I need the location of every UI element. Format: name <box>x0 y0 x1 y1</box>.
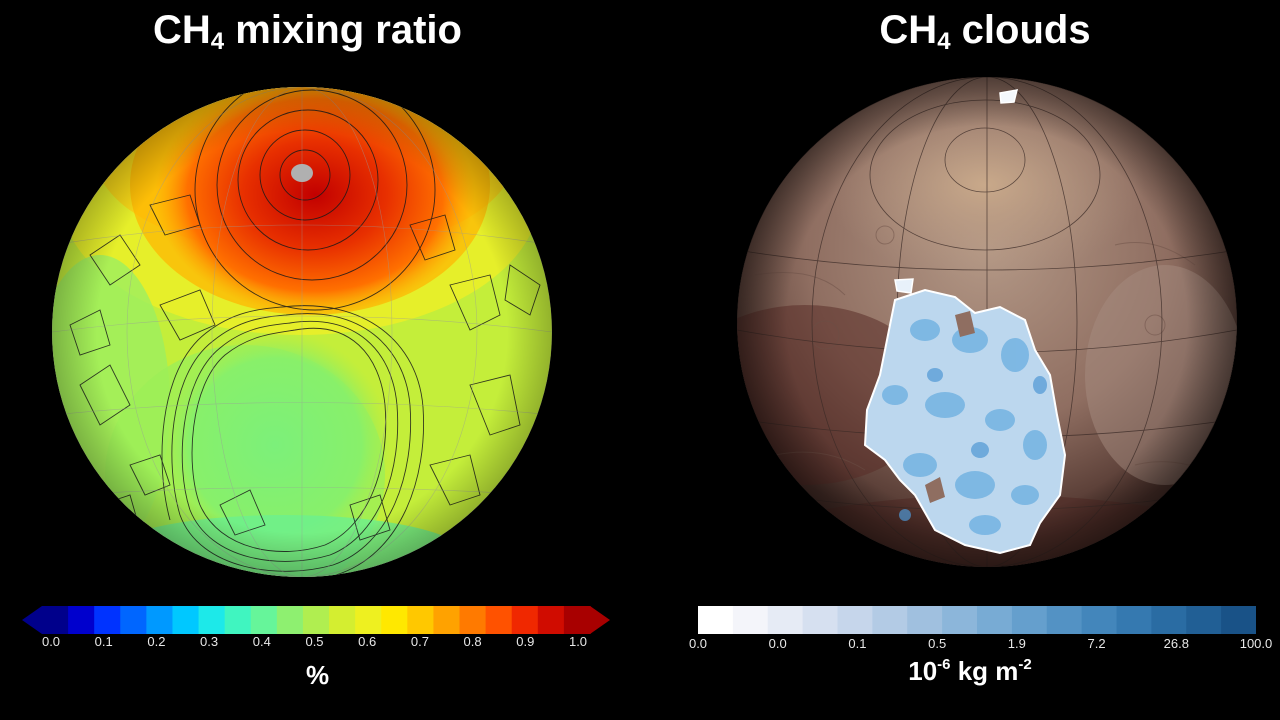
colorbar-tick-label: 0.4 <box>252 634 271 649</box>
colorbar-overflow-triangle <box>590 606 610 634</box>
colorbar-color-segment <box>1151 606 1187 634</box>
right-panel-title: CH4 clouds <box>879 8 1091 55</box>
colorbar-tick-label: 1.0 <box>568 634 588 649</box>
colorbar-color-segment <box>511 606 539 634</box>
colorbar-tick-label: 7.2 <box>1087 636 1106 651</box>
colorbar-tick-label: 0.7 <box>410 634 429 649</box>
colorbar-tick-label: 100.0 <box>1239 636 1273 651</box>
colorbar-color-segment <box>802 606 839 634</box>
colorbar-tick-label: 26.8 <box>1163 636 1189 651</box>
colorbar-color-segment <box>407 606 435 634</box>
colorbar-color-segment <box>1011 606 1048 634</box>
colorbar-color-segment <box>146 606 174 634</box>
colorbar-tick-label: 0.5 <box>305 634 324 649</box>
colorbar-color-segment <box>94 606 121 634</box>
colorbar-tick-label: 0.2 <box>147 634 166 649</box>
colorbar-color-segment <box>276 606 304 634</box>
colorbar-color-segment <box>872 606 908 634</box>
colorbar-tick-label: 0.0 <box>41 634 61 649</box>
ch4-mixing-ratio-unit: % <box>305 660 330 690</box>
colorbar-color-segment <box>198 606 226 634</box>
ch4-clouds-globe <box>737 77 1237 567</box>
colorbar-color-segment <box>250 606 278 634</box>
colorbar-color-segment <box>329 606 356 634</box>
colorbar-color-segment <box>698 606 734 634</box>
left-panel-title: CH4 mixing ratio <box>153 8 462 55</box>
colorbar-tick-label: 0.1 <box>94 634 113 649</box>
colorbar-color-segment <box>355 606 382 634</box>
colorbar-color-segment <box>459 606 487 634</box>
colorbar-color-segment <box>837 606 873 634</box>
ch4-clouds-colorbar <box>698 606 1256 634</box>
colorbar-tick-label: 0.9 <box>516 634 535 649</box>
colorbar-color-segment <box>1186 606 1222 634</box>
colorbar-color-segment <box>1116 606 1152 634</box>
colorbar-color-segment <box>942 606 978 634</box>
colorbar-color-segment <box>302 606 330 634</box>
colorbar-underflow-triangle <box>22 606 42 634</box>
colorbar-color-segment <box>1046 606 1083 634</box>
colorbar-tick-label: 0.6 <box>358 634 377 649</box>
colorbar-color-segment <box>224 606 252 634</box>
colorbar-color-segment <box>1081 606 1118 634</box>
colorbar-color-segment <box>172 606 200 634</box>
methane-cloud-region <box>863 89 1067 555</box>
colorbar-tick-label: 0.8 <box>463 634 482 649</box>
colorbar-color-segment <box>537 606 565 634</box>
colorbar-tick-label: 0.3 <box>200 634 219 649</box>
colorbar-tick-label: 0.5 <box>928 636 947 651</box>
colorbar-tick-label: 1.9 <box>1007 636 1026 651</box>
colorbar-color-segment <box>433 606 461 634</box>
colorbar-color-segment <box>120 606 147 634</box>
colorbar-tick-label: 0.0 <box>768 636 787 651</box>
north-pole-marker <box>291 164 313 182</box>
colorbar-color-segment <box>767 606 804 634</box>
colorbar-color-segment <box>68 606 95 634</box>
colorbar-color-segment <box>907 606 943 634</box>
colorbar-color-segment <box>381 606 408 634</box>
colorbar-tick-label: 0.1 <box>848 636 867 651</box>
colorbar-color-segment <box>1221 606 1256 634</box>
ch4-clouds-unit: 10-6 kg m-2 <box>908 656 1032 686</box>
ch4-mixing-ratio-colorbar <box>22 606 610 634</box>
ch4-mixing-ratio-globe <box>52 87 552 577</box>
colorbar-tick-label: 0.0 <box>688 636 708 651</box>
colorbar-color-segment <box>42 606 69 634</box>
colorbar-color-segment <box>485 606 513 634</box>
colorbar-color-segment <box>563 606 591 634</box>
colorbar-color-segment <box>732 606 769 634</box>
colorbar-color-segment <box>977 606 1013 634</box>
